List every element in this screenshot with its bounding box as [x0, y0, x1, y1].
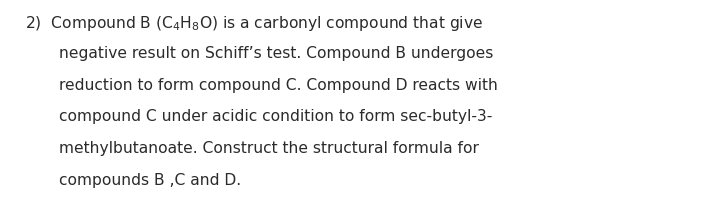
Text: compounds B ,C and D.: compounds B ,C and D.	[59, 172, 241, 187]
Text: 2)  Compound B ($\mathregular{C_4H_8}$O) is a carbonyl compound that give: 2) Compound B ($\mathregular{C_4H_8}$O) …	[25, 14, 483, 33]
Text: compound C under acidic condition to form sec-butyl-3-: compound C under acidic condition to for…	[59, 109, 492, 124]
Text: reduction to form compound C. Compound D reacts with: reduction to form compound C. Compound D…	[59, 77, 498, 92]
Text: negative result on Schiff’s test. Compound B undergoes: negative result on Schiff’s test. Compou…	[59, 46, 493, 61]
Text: methylbutanoate. Construct the structural formula for: methylbutanoate. Construct the structura…	[59, 140, 479, 155]
